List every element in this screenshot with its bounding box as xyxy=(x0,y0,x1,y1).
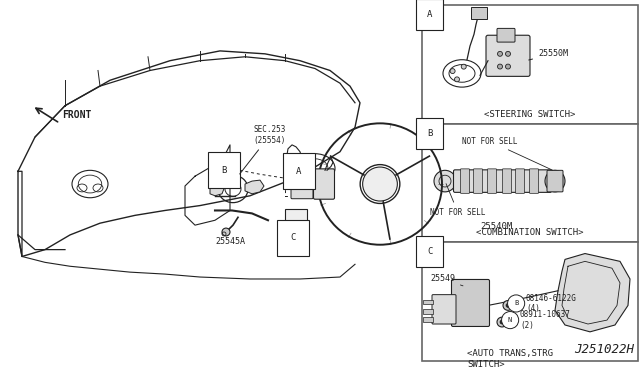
Circle shape xyxy=(497,51,502,56)
Circle shape xyxy=(506,51,511,56)
Text: C: C xyxy=(291,233,296,243)
FancyBboxPatch shape xyxy=(461,169,470,193)
Text: A: A xyxy=(427,10,433,19)
Polygon shape xyxy=(210,180,225,196)
Circle shape xyxy=(461,64,466,69)
FancyBboxPatch shape xyxy=(488,169,497,193)
Circle shape xyxy=(454,77,460,82)
Circle shape xyxy=(450,68,455,74)
Circle shape xyxy=(503,301,513,310)
Text: A: A xyxy=(296,167,301,176)
Text: 25545A: 25545A xyxy=(215,237,245,246)
FancyBboxPatch shape xyxy=(486,35,530,76)
Text: <AUTO TRANS,STRG
SWITCH>: <AUTO TRANS,STRG SWITCH> xyxy=(467,349,553,369)
Text: 08911-10637
(2): 08911-10637 (2) xyxy=(520,310,571,330)
Circle shape xyxy=(497,64,502,69)
Circle shape xyxy=(506,304,510,307)
Text: 25550M: 25550M xyxy=(529,49,568,60)
FancyBboxPatch shape xyxy=(451,279,490,327)
Circle shape xyxy=(497,317,507,327)
FancyBboxPatch shape xyxy=(497,28,515,42)
FancyBboxPatch shape xyxy=(502,169,511,193)
Text: B: B xyxy=(514,301,518,307)
Text: <COMBINATION SWITCH>: <COMBINATION SWITCH> xyxy=(476,228,584,237)
FancyBboxPatch shape xyxy=(432,295,456,324)
Ellipse shape xyxy=(363,167,397,201)
Bar xyxy=(423,317,433,322)
FancyBboxPatch shape xyxy=(529,169,538,193)
Circle shape xyxy=(222,228,230,236)
FancyBboxPatch shape xyxy=(314,169,335,199)
FancyBboxPatch shape xyxy=(547,170,563,192)
FancyBboxPatch shape xyxy=(474,169,483,193)
FancyBboxPatch shape xyxy=(515,169,525,193)
Ellipse shape xyxy=(434,170,456,192)
Text: N: N xyxy=(508,317,512,323)
Text: J251022H: J251022H xyxy=(574,343,634,356)
Circle shape xyxy=(500,320,504,324)
Bar xyxy=(422,242,638,361)
FancyBboxPatch shape xyxy=(454,170,552,192)
Text: C: C xyxy=(427,247,433,256)
Text: B: B xyxy=(221,166,227,175)
Bar xyxy=(422,124,638,242)
Ellipse shape xyxy=(545,170,565,192)
Text: FRONT: FRONT xyxy=(62,110,92,121)
Bar xyxy=(471,7,487,19)
Text: NOT FOR SELL: NOT FOR SELL xyxy=(430,184,486,217)
Text: 25549: 25549 xyxy=(430,275,463,286)
Text: NOT FOR SELL: NOT FOR SELL xyxy=(462,137,552,170)
Text: <STEERING SWITCH>: <STEERING SWITCH> xyxy=(484,110,576,119)
Bar xyxy=(423,310,433,314)
Text: 08146-6122G
(4): 08146-6122G (4) xyxy=(526,294,577,313)
Bar xyxy=(423,299,433,304)
Circle shape xyxy=(506,64,511,69)
Text: SEC.253
(25554): SEC.253 (25554) xyxy=(240,125,286,174)
Bar xyxy=(422,5,638,124)
Bar xyxy=(285,208,307,226)
Polygon shape xyxy=(245,180,264,194)
Polygon shape xyxy=(555,254,630,332)
FancyBboxPatch shape xyxy=(291,179,313,199)
Text: B: B xyxy=(427,129,433,138)
Text: 25540M: 25540M xyxy=(480,222,512,231)
